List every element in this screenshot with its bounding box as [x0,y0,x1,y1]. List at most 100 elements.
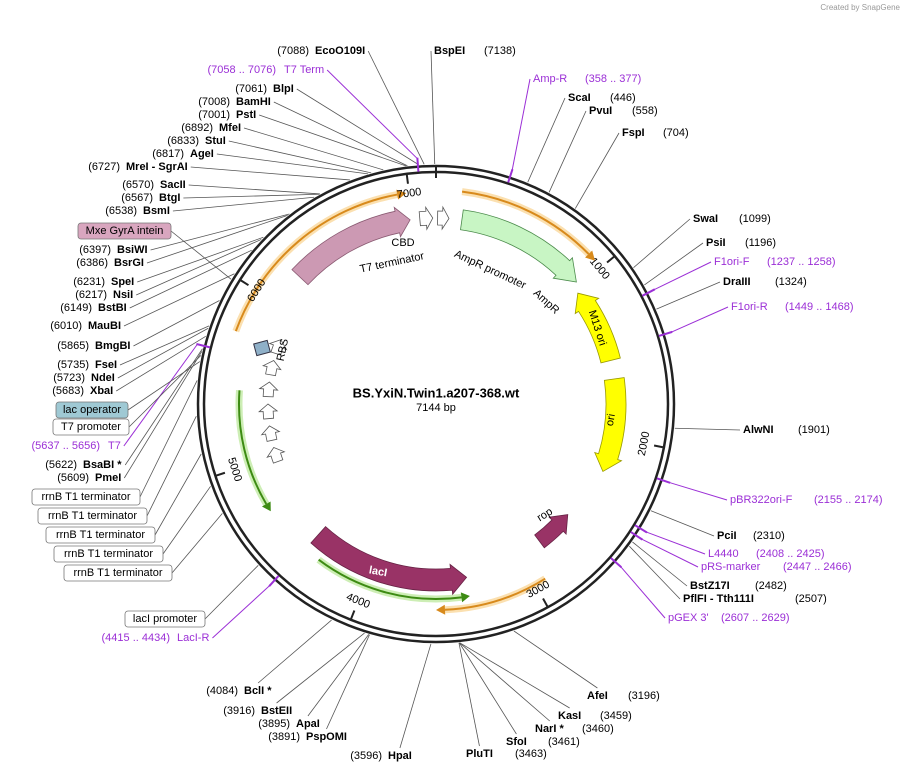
feature-head [396,189,407,200]
enzyme-site: (558) [632,105,658,117]
enzyme-site: (446) [610,92,636,104]
feature-label: T7 terminator [359,250,426,275]
enzyme-name: PluTI [466,748,493,760]
enzyme-name: StuI [205,135,226,147]
enzyme-site: (7008) [198,96,230,108]
enzyme-site: (6727) [88,161,120,173]
primer-site: (7058 .. 7076) [208,64,277,76]
leader-line [276,632,365,704]
enzyme-site: (7138) [484,45,516,57]
leader-line [574,132,620,209]
feature-label: lacI [368,564,388,579]
leader-line [123,351,203,479]
enzyme-site: (7088) [277,45,309,57]
watermark: Created by SnapGene [820,3,900,12]
box-leader [154,453,202,536]
enzyme-name: BtgI [159,192,180,204]
primer-leader [641,538,699,568]
leader-line [513,630,598,689]
enzyme-name: KasI [558,710,581,722]
leader-line [367,50,425,165]
feature-arc [238,390,268,505]
feature-label: AmpR promoter [452,248,528,292]
feature-head [585,250,596,261]
enzyme-site: (6567) [121,192,153,204]
box-leader [204,565,259,620]
leader-line [146,215,288,264]
enzyme-name: XbaI [90,385,113,397]
feature-arrow [310,526,468,596]
box-leader [146,416,197,517]
primer-mark [610,557,623,569]
leader-line [117,327,209,379]
feature-label: AmpR [531,287,562,316]
rbs-mark [253,339,271,357]
leader-line [183,193,320,199]
leader-line [632,541,688,587]
enzyme-name: PciI [717,530,737,542]
enzyme-name: BsmI [143,205,170,217]
leader-line [172,196,315,212]
primer-mark [416,157,420,172]
enzyme-name: PstI [236,109,256,121]
enzyme-name: BstBI [98,302,127,314]
enzyme-name: FseI [95,359,117,371]
box-leader [162,486,211,555]
leader-line [459,642,550,722]
enzyme-site: (2482) [755,580,787,592]
leader-line [190,166,350,181]
feature-box-label: Mxe GyrA intein [86,225,164,237]
enzyme-site: (2507) [795,593,827,605]
feature-arc [461,190,590,255]
enzyme-name: BsaBI * [83,459,122,471]
feature-box [55,401,129,419]
enzyme-site: (5683) [52,385,84,397]
primer-site: (1237 .. 1258) [767,256,836,268]
enzyme-name: BstZ17I [690,580,730,592]
enzyme-site: (6538) [105,205,137,217]
primer-site: (5637 .. 5656) [32,440,101,452]
leader-line [656,281,721,310]
primer-mark [268,575,280,587]
primer-site: (2408 .. 2425) [756,548,825,560]
enzyme-site: (7001) [198,109,230,121]
feature-arrow [258,381,279,398]
plasmid-size: 7144 bp [416,402,456,414]
enzyme-name: MreI - SgrAI [126,161,188,173]
feature-box [53,545,164,563]
enzyme-name: PsiI [706,237,726,249]
ring-tick-label: 2000 [636,431,652,457]
feature-head [436,604,446,615]
feature-box-label: rrnB T1 terminator [73,567,162,579]
primer-mark [196,343,211,349]
enzyme-site: (3460) [582,723,614,735]
enzyme-site: (1324) [775,276,807,288]
enzyme-site: (6010) [50,320,82,332]
ring-tick-label: 3000 [525,578,552,600]
primer-site: (4415 .. 4434) [102,632,171,644]
ring-tick [606,255,615,264]
feature-box [31,488,141,506]
primer-site: (358 .. 377) [585,73,641,85]
enzyme-name: AgeI [190,148,214,160]
enzyme-site: (5735) [57,359,89,371]
feature-head [460,592,470,603]
enzyme-name: PvuI [589,105,612,117]
primer-name: T7 [108,440,121,452]
leader-line [123,273,235,327]
primer-leader [212,585,271,639]
enzyme-name: DraIII [723,276,751,288]
leader-line [326,634,370,730]
enzyme-name: MauBI [88,320,121,332]
enzyme-name: PflFI - Tth111I [683,593,754,605]
feature-box [45,526,156,544]
primer-name: LacI-R [177,632,209,644]
leader-line [116,335,206,392]
enzyme-site: (5609) [57,472,89,484]
enzyme-site: (704) [663,127,689,139]
feature-box [77,222,172,240]
enzyme-site: (3916) [223,705,255,717]
primer-site: (1449 .. 1468) [785,301,854,313]
leader-line [133,300,220,347]
leader-line [137,236,264,283]
